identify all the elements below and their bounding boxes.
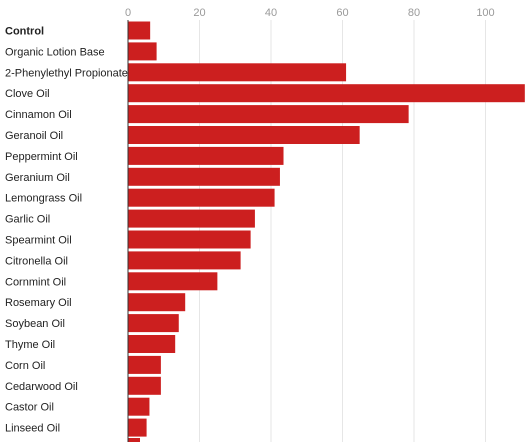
category-label: Castor Oil <box>5 402 54 414</box>
bar <box>128 335 176 353</box>
bar <box>128 126 360 144</box>
category-label: Lemongrass Oil <box>5 193 82 205</box>
bar <box>128 146 284 165</box>
bar <box>128 230 251 249</box>
x-tick-label: 60 <box>336 7 348 19</box>
category-label: Spearmint Oil <box>5 235 72 247</box>
bar <box>128 21 151 40</box>
category-label: Rosemary Oil <box>5 297 72 309</box>
category-label: Organic Lotion Base <box>5 46 105 58</box>
category-label: Clove Oil <box>5 88 50 100</box>
bar <box>128 63 347 82</box>
category-labels: Control Organic Lotion Base 2-Phenylethyl … <box>5 26 128 435</box>
category-label: Geranium Oil <box>5 172 70 184</box>
category-label: Geranoil Oil <box>5 130 63 142</box>
bars <box>128 21 525 442</box>
category-label: Cornmint Oil <box>5 276 66 288</box>
bar <box>128 293 186 312</box>
category-label: Peppermint Oil <box>5 151 78 163</box>
bar <box>128 84 525 103</box>
x-tick-label: 20 <box>193 7 205 19</box>
bar <box>128 167 280 186</box>
x-tick-label: 0 <box>125 7 131 19</box>
category-label: Linseed Oil <box>5 423 60 435</box>
category-label: Cedarwood Oil <box>5 381 78 393</box>
category-label: Citronella Oil <box>5 255 68 267</box>
bar <box>128 209 255 228</box>
x-tick-label: 100 <box>476 7 494 19</box>
x-tick-label: 40 <box>265 7 277 19</box>
bar <box>128 188 275 207</box>
bar <box>128 376 161 395</box>
category-label: Control <box>5 26 44 38</box>
category-label: Thyme Oil <box>5 339 55 351</box>
bar-partial <box>128 438 140 442</box>
category-label: 2-Phenylethyl Propionate <box>5 67 128 79</box>
x-tick-label: 80 <box>408 7 420 19</box>
bar <box>128 42 157 61</box>
bar <box>128 105 409 124</box>
category-label: Corn Oil <box>5 360 45 372</box>
bar <box>128 251 241 270</box>
x-axis-ticks: 0 20 40 60 80 100 <box>125 7 495 19</box>
category-label: Soybean Oil <box>5 318 65 330</box>
category-label: Cinnamon Oil <box>5 109 72 121</box>
bar <box>128 272 218 291</box>
bar <box>128 397 150 416</box>
category-label: Garlic Oil <box>5 214 50 226</box>
bar <box>128 355 161 374</box>
bar <box>128 418 147 437</box>
bar <box>128 314 179 333</box>
